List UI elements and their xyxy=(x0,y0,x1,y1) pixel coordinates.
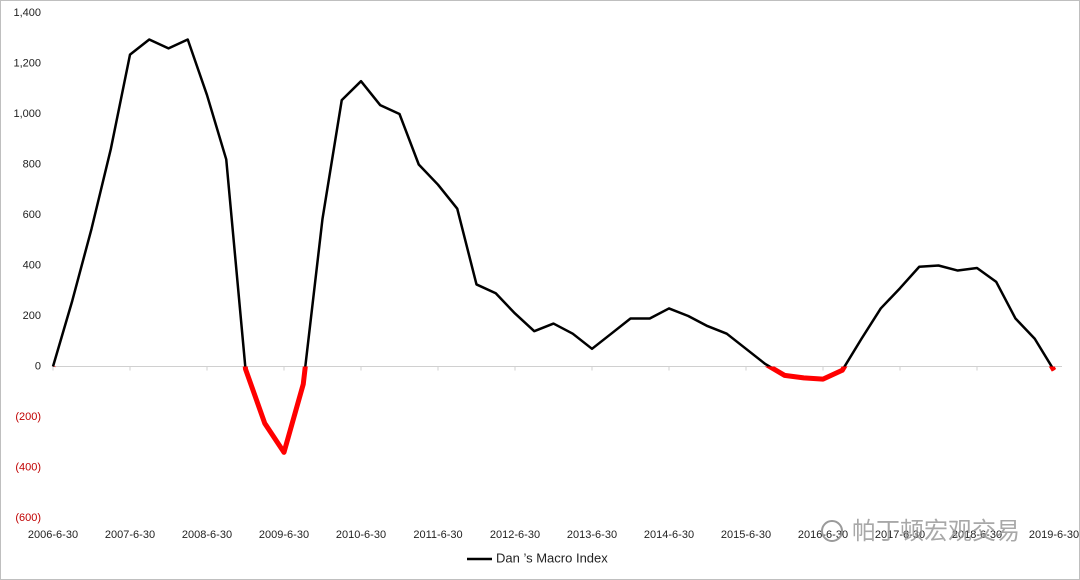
x-tick-label: 2010-6-30 xyxy=(336,529,386,541)
watermark: 帕丁顿宏观交易 xyxy=(852,517,1020,545)
x-tick-label: 2017-6-30 xyxy=(875,529,925,541)
x-tick-label: 2007-6-30 xyxy=(105,529,155,541)
y-tick-label: 0 xyxy=(35,360,41,372)
y-tick-label: 1,000 xyxy=(13,108,41,120)
x-tick-label: 2013-6-30 xyxy=(567,529,617,541)
x-tick-label: 2012-6-30 xyxy=(490,529,540,541)
x-tick-label: 2019-6-30 xyxy=(1029,529,1079,541)
y-tick-label: 800 xyxy=(23,158,41,170)
x-tick-label: 2015-6-30 xyxy=(721,529,771,541)
x-tick-label: 2009-6-30 xyxy=(259,529,309,541)
x-tick-label: 2008-6-30 xyxy=(182,529,232,541)
x-tick-label: 2018-6-30 xyxy=(952,529,1002,541)
y-tick-label: (600) xyxy=(15,512,41,524)
legend-label: Dan ’s Macro Index xyxy=(496,550,608,565)
y-tick-label: 400 xyxy=(23,259,41,271)
y-tick-label: 1,200 xyxy=(13,57,41,69)
x-tick-label: 2014-6-30 xyxy=(644,529,694,541)
x-tick-label: 2011-6-30 xyxy=(413,529,462,541)
y-tick-label: 200 xyxy=(23,310,41,322)
y-tick-label: (400) xyxy=(15,461,41,473)
y-tick-label: 600 xyxy=(23,209,41,221)
y-tick-label: (200) xyxy=(15,411,41,423)
x-tick-label: 2006-6-30 xyxy=(28,529,78,541)
y-tick-label: 1,400 xyxy=(13,7,41,19)
series-line xyxy=(51,38,1056,454)
watermark-icon xyxy=(821,520,843,542)
